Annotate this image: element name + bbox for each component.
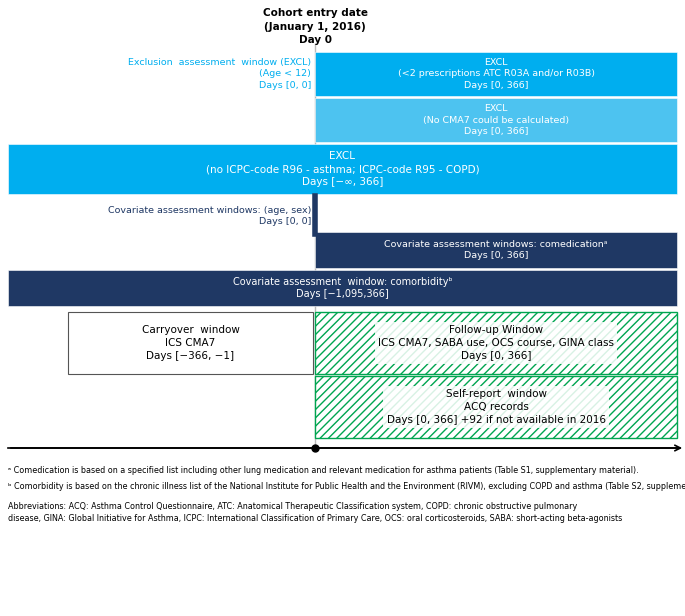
Bar [315,376,677,438]
Text: Covariate assessment windows: (age, sex)
Days [0, 0]: Covariate assessment windows: (age, sex)… [108,206,311,226]
Text: Carryover  window
ICS CMA7
Days [−366, −1]: Carryover window ICS CMA7 Days [−366, −1… [142,325,240,361]
Bar [315,232,677,268]
Bar [315,312,677,374]
Text: Exclusion  assessment  window (EXCL)
(Age < 12)
Days [0, 0]: Exclusion assessment window (EXCL) (Age … [128,58,311,90]
Text: Covariate assessment windows: comedicationᵃ
Days [0, 366]: Covariate assessment windows: comedicati… [384,240,608,260]
Bar [315,376,677,438]
Text: Abbreviations: ACQ: Asthma Control Questionnaire, ATC: Anatomical Therapeutic Cl: Abbreviations: ACQ: Asthma Control Quest… [8,502,622,523]
Text: EXCL
(no ICPC-code R96 - asthma; ICPC-code R95 - COPD)
Days [−∞, 366]: EXCL (no ICPC-code R96 - asthma; ICPC-co… [206,151,480,187]
Bar [8,144,677,194]
Text: Follow-up Window
ICS CMA7, SABA use, OCS course, GINA class
Days [0, 366]: Follow-up Window ICS CMA7, SABA use, OCS… [378,325,614,361]
Text: ᵇ Comorbidity is based on the chronic illness list of the National Institute for: ᵇ Comorbidity is based on the chronic il… [8,482,685,491]
Text: Covariate assessment  window: comorbidityᵇ
Days [−1,095,366]: Covariate assessment window: comorbidity… [233,277,452,299]
Bar [8,270,677,306]
Bar [68,312,313,374]
Bar [315,312,677,374]
Text: EXCL
(<2 prescriptions ATC R03A and/or R03B)
Days [0, 366]: EXCL (<2 prescriptions ATC R03A and/or R… [397,58,595,90]
Bar [315,52,677,96]
Text: Self-report  window
ACQ records
Days [0, 366] +92 if not available in 2016: Self-report window ACQ records Days [0, … [386,389,606,425]
Bar [315,98,677,142]
Text: Cohort entry date
(January 1, 2016)
Day 0: Cohort entry date (January 1, 2016) Day … [262,8,368,45]
Text: EXCL
(No CMA7 could be calculated)
Days [0, 366]: EXCL (No CMA7 could be calculated) Days … [423,104,569,136]
Text: ᵃ Comedication is based on a specified list including other lung medication and : ᵃ Comedication is based on a specified l… [8,466,638,475]
